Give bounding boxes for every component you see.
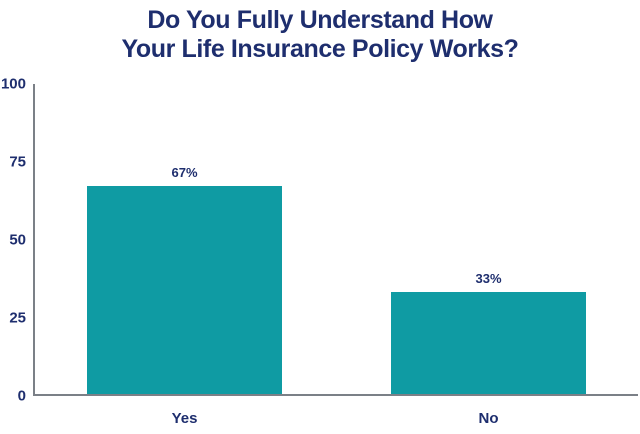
chart-title: Do You Fully Understand How Your Life In… (121, 6, 519, 63)
y-tick-label-50: 50 (9, 231, 26, 249)
bar-no (391, 291, 586, 394)
x-tick-label-yes: Yes (171, 410, 198, 427)
y-tick-label-25: 25 (9, 309, 26, 327)
plot-area: 67% 33% (33, 84, 638, 396)
x-axis-labels: Yes No (35, 410, 638, 430)
bar-value-label-yes: 67% (171, 165, 198, 181)
y-tick-label-0: 0 (17, 387, 26, 405)
y-axis-labels: 0 25 50 75 100 (0, 77, 26, 404)
bar-yes (87, 186, 282, 394)
bar-slot-no: 33% (391, 84, 586, 394)
y-tick-label-75: 75 (9, 153, 26, 171)
bar-slot-yes: 67% (87, 84, 282, 394)
x-tick-label-no: No (478, 410, 499, 427)
bar-value-label-no: 33% (475, 270, 502, 286)
y-tick-label-100: 100 (0, 75, 26, 93)
